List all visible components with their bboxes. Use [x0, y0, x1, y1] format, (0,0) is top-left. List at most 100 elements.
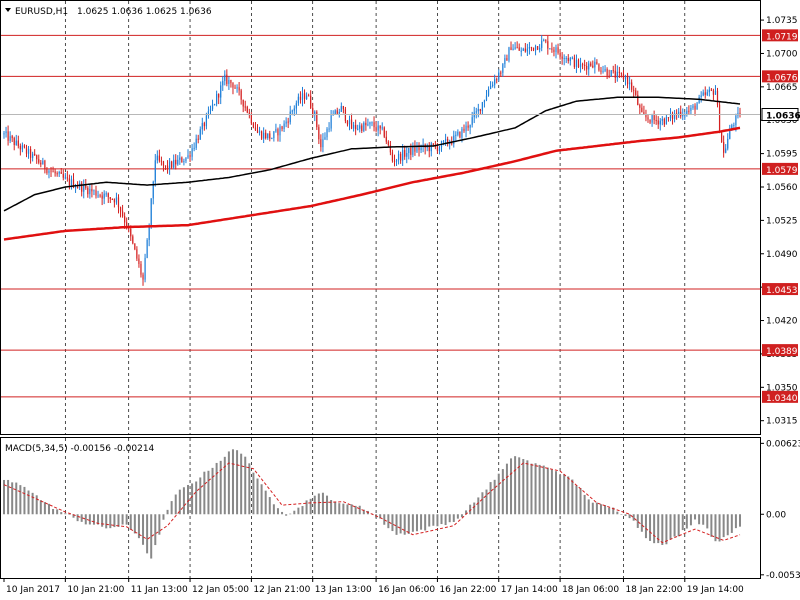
- candle: [275, 123, 277, 133]
- time-tick-label: 12 Jan 05:00: [192, 585, 249, 595]
- macd-label: MACD(5,34,5) -0.00156 -0.00214: [5, 444, 155, 454]
- candle-body: [579, 64, 582, 68]
- candle: [686, 107, 688, 117]
- time-tick-label: 16 Jan 06:00: [378, 585, 435, 595]
- candle-body: [604, 69, 606, 71]
- macd-bar: [616, 511, 619, 515]
- macd-bar: [150, 514, 153, 559]
- candle: [522, 47, 524, 52]
- candle: [541, 35, 543, 52]
- candle: [115, 192, 118, 205]
- candle-body: [510, 47, 512, 51]
- candle: [318, 124, 320, 145]
- candle-body: [56, 173, 58, 175]
- candle: [138, 254, 140, 268]
- candle: [246, 105, 248, 114]
- candle: [485, 90, 488, 102]
- macd-bar: [436, 514, 439, 527]
- candle-body: [34, 153, 36, 156]
- candle-body: [134, 243, 136, 250]
- macd-bar: [178, 489, 181, 515]
- candle: [536, 46, 539, 51]
- macd-bar: [473, 502, 476, 515]
- candle-body: [622, 74, 625, 80]
- candle: [301, 86, 304, 107]
- candle-body: [32, 153, 34, 158]
- candle: [175, 154, 177, 170]
- candle: [467, 121, 469, 131]
- macd-bar: [657, 514, 660, 544]
- candle-body: [216, 93, 218, 105]
- candle-body: [669, 113, 672, 118]
- macd-bar: [579, 488, 582, 515]
- candle-body: [316, 111, 318, 128]
- candle: [48, 169, 50, 179]
- macd-bar: [334, 501, 337, 515]
- candle: [492, 81, 494, 88]
- candle-body: [577, 59, 580, 68]
- macd-bar: [358, 505, 361, 515]
- candle: [244, 100, 246, 112]
- macd-bar: [706, 514, 709, 529]
- macd-bar: [215, 462, 218, 515]
- candle: [624, 74, 627, 86]
- candle: [101, 191, 103, 206]
- candle: [518, 43, 520, 51]
- candle: [602, 65, 604, 74]
- candle-body: [344, 109, 347, 121]
- ma-slow-line: [3, 126, 741, 241]
- symbol-label: EURUSD,H1: [15, 7, 68, 17]
- candle-body: [375, 127, 377, 131]
- candle-body: [350, 119, 353, 129]
- candle-body: [230, 80, 232, 84]
- candle: [355, 119, 357, 136]
- candle-body: [287, 121, 289, 123]
- candle: [720, 132, 723, 143]
- candle-body: [334, 110, 336, 115]
- candle-body: [571, 57, 573, 59]
- price-tick-label: 1.0700: [766, 49, 798, 59]
- candle-body: [101, 195, 103, 199]
- triangle-down-icon[interactable]: [5, 8, 11, 12]
- candle: [475, 107, 477, 119]
- candle-body: [160, 160, 163, 162]
- candle: [532, 47, 535, 52]
- candle-body: [19, 145, 21, 150]
- macd-bar: [489, 482, 492, 515]
- candle: [187, 149, 189, 159]
- candle-body: [279, 126, 281, 136]
- macd-bar: [187, 484, 189, 515]
- candle-body: [534, 46, 537, 51]
- candle: [704, 86, 706, 99]
- candle: [226, 69, 228, 87]
- time-axis[interactable]: 10 Jan 2017 10 Jan 21:00 11 Jan 13:00 12 Ja…: [3, 578, 744, 595]
- candle-body: [242, 99, 244, 107]
- price-tick-label: 1.0490: [766, 250, 798, 260]
- macd-bar: [56, 509, 59, 515]
- macd-bar: [681, 514, 684, 531]
- candle-body: [220, 85, 222, 98]
- candle-body: [238, 87, 240, 91]
- candle: [498, 69, 500, 82]
- macd-bar: [129, 514, 132, 530]
- price-tick-label: 1.0525: [766, 216, 798, 226]
- candle: [559, 49, 561, 60]
- candle: [142, 272, 144, 286]
- candle-body: [224, 74, 226, 81]
- macd-bar: [15, 482, 18, 515]
- macd-bar: [448, 514, 451, 523]
- candle: [260, 130, 263, 140]
- candle: [530, 46, 533, 52]
- candle: [481, 101, 484, 115]
- candle-body: [561, 56, 563, 59]
- candles[interactable]: [3, 35, 741, 286]
- candle: [9, 131, 11, 144]
- macd-bar: [11, 482, 14, 515]
- candle: [489, 81, 492, 90]
- candle-body: [246, 106, 248, 113]
- price-tick-label: 1.0315: [766, 417, 798, 427]
- candle: [56, 171, 58, 177]
- candle: [32, 151, 34, 162]
